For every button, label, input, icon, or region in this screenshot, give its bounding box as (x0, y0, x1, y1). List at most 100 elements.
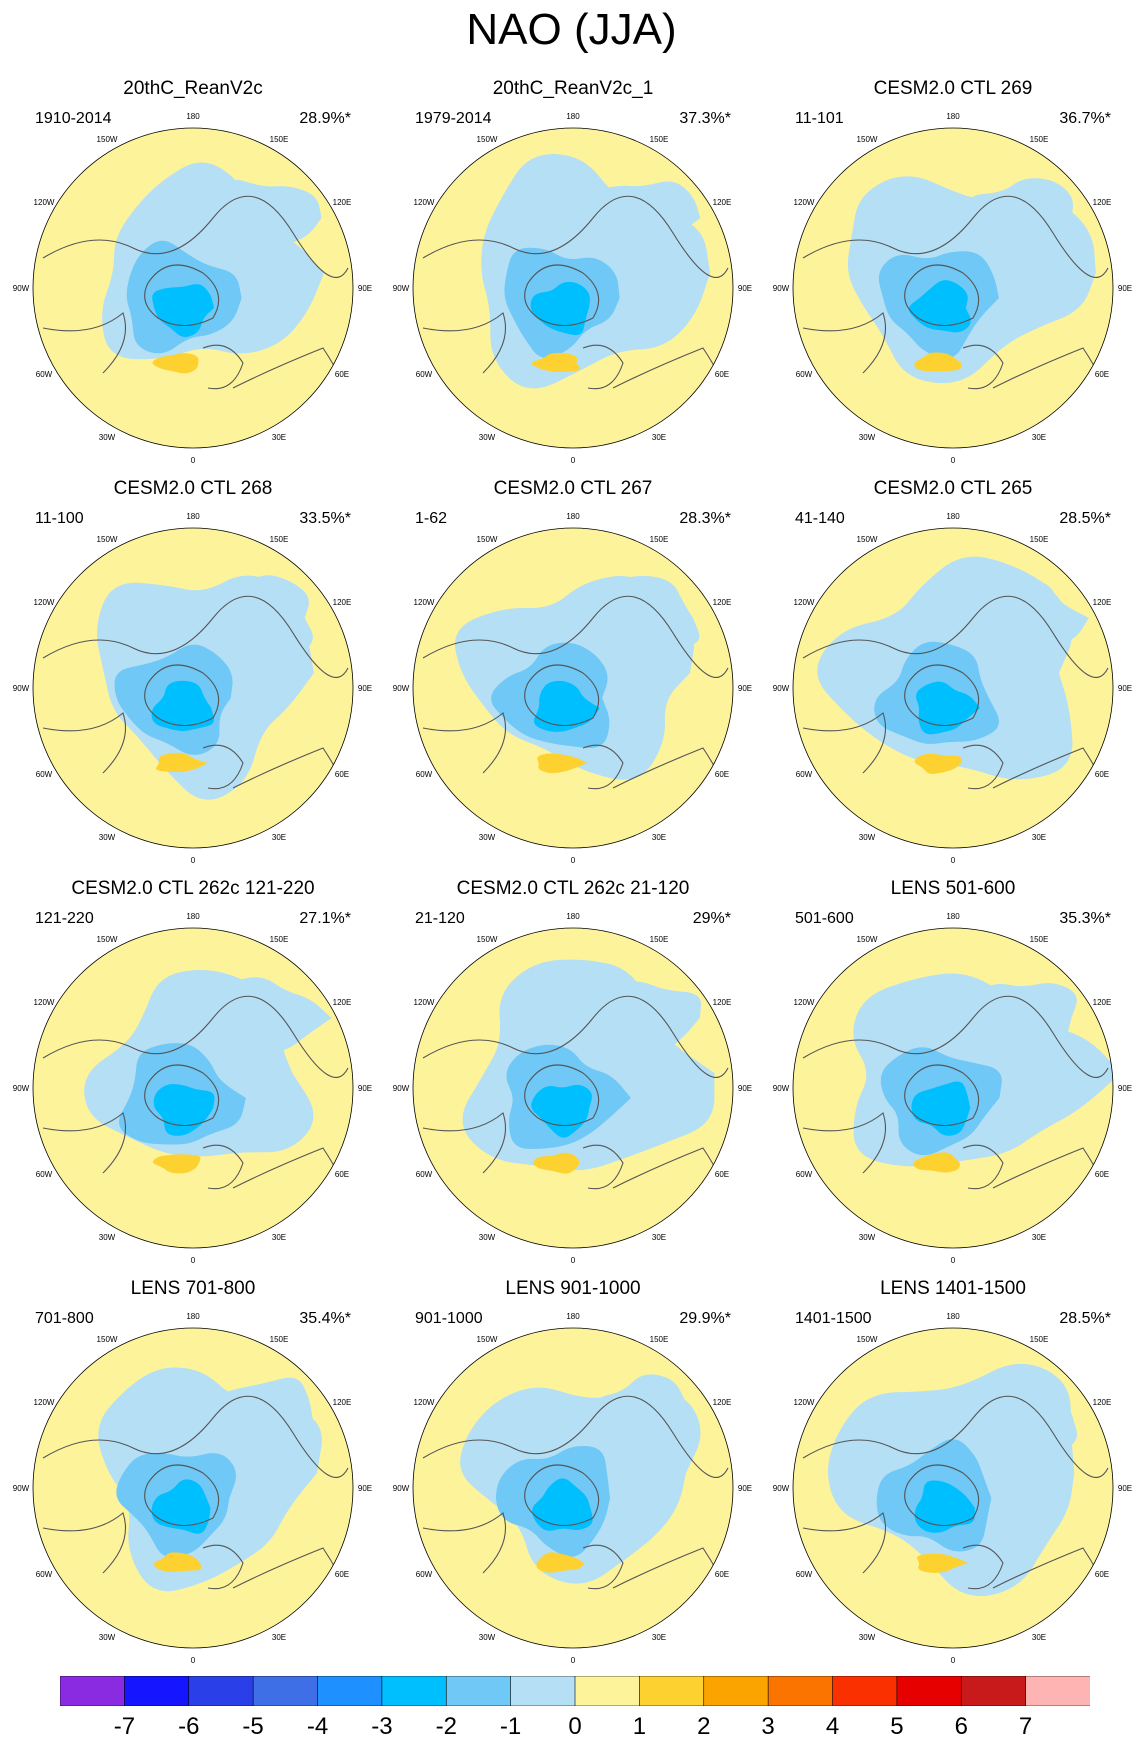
longitude-label: 60E (335, 770, 349, 779)
longitude-label: 60W (36, 1170, 53, 1179)
contour-pos1 (537, 753, 588, 774)
panel-period: 1401-1500 (795, 1310, 872, 1327)
coastline (42, 595, 353, 809)
longitude-label: 60E (1095, 770, 1109, 779)
longitude-label: 150E (650, 1335, 669, 1344)
longitude-label: 120W (34, 198, 55, 207)
panel-variance: 35.3%* (1059, 910, 1111, 927)
panel-title: CESM2.0 CTL 268 (113, 478, 273, 499)
panel-period: 11-101 (795, 110, 844, 127)
longitude-label: 150E (270, 1335, 289, 1344)
contour-pos1 (152, 353, 199, 374)
longitude-label: 30E (1032, 1633, 1046, 1642)
longitude-label: 150W (477, 535, 498, 544)
polar-map: 180 150E 120E 90E 60E 30E 0 30W 60W 90W 120W 150W (773, 512, 1132, 865)
colorbar-tick-label: 7 (1018, 1713, 1033, 1740)
contour-pos1 (153, 1552, 202, 1572)
panel-variance: 29.9%* (679, 1310, 731, 1327)
longitude-label: 90E (738, 284, 752, 293)
colorbar-swatch (639, 1675, 705, 1707)
map-panel: CESM2.0 CTL 267 1-62 28.3%* 180 150E 120E 90E 6… (383, 478, 763, 873)
longitude-label: 0 (571, 456, 576, 465)
map-panel: 20thC_ReanV2c_1 1979-2014 37.3%* 180 150E 120… (383, 78, 763, 473)
contour-neg1 (211, 179, 322, 264)
longitude-label: 150W (97, 935, 118, 944)
longitude-label: 120E (333, 598, 352, 607)
longitude-label: 150W (857, 135, 878, 144)
colorbar-tick-label: -7 (113, 1713, 136, 1740)
polar-map: 180 150E 120E 90E 60E 30E 0 30W 60W 90W 120W 150W (393, 512, 752, 865)
longitude-label: 120E (1093, 1398, 1112, 1407)
coastline (422, 995, 733, 1209)
colorbar-svg (59, 1675, 1091, 1707)
colorbar-swatch (703, 1675, 769, 1707)
longitude-label: 150W (857, 535, 878, 544)
colorbar-tick-label: -2 (435, 1713, 457, 1740)
contour-neg3 (916, 681, 980, 735)
longitude-label: 180 (566, 912, 580, 921)
longitude-label: 60E (715, 1570, 729, 1579)
longitude-label: 120W (414, 1398, 435, 1407)
polar-map: 180 150E 120E 90E 60E 30E 0 30W 60W 90W 120W 150W (13, 912, 372, 1265)
map-border (792, 1327, 1114, 1649)
longitude-label: 30E (652, 1633, 666, 1642)
longitude-label: 30E (272, 833, 286, 842)
colorbar-swatch (767, 1675, 834, 1707)
contour-neg3 (914, 1480, 975, 1533)
longitude-label: 30W (99, 833, 116, 842)
longitude-label: 120W (794, 198, 815, 207)
longitude-label: 180 (186, 112, 200, 121)
longitude-label: 180 (566, 112, 580, 121)
panel-variance: 33.5%* (299, 510, 351, 527)
map-panel: LENS 901-1000 901-1000 29.9%* 180 150E 120E 90… (383, 1278, 763, 1673)
longitude-label: 60E (335, 370, 349, 379)
longitude-label: 150W (857, 935, 878, 944)
contour-neg1 (585, 1374, 694, 1458)
polar-map: 180 150E 120E 90E 60E 30E 0 30W 60W 90W 120W 150W (393, 912, 752, 1265)
contour-pos1 (533, 1152, 580, 1174)
colorbar-tick-label: 3 (761, 1713, 775, 1740)
panel-variance: 37.3%* (679, 110, 731, 127)
contour-neg1 (214, 977, 332, 1059)
contour-neg3 (909, 280, 971, 333)
colorbar-tick-label: 1 (632, 1713, 647, 1740)
longitude-label: 120W (34, 998, 55, 1007)
coastline (422, 595, 733, 809)
longitude-label: 180 (186, 912, 200, 921)
longitude-label: 0 (571, 1656, 576, 1665)
longitude-label: 150W (857, 1335, 878, 1344)
panel-variance: 28.3%* (679, 510, 731, 527)
panel-variance: 35.4%* (299, 1310, 351, 1327)
longitude-label: 60W (796, 370, 813, 379)
longitude-label: 120E (713, 998, 732, 1007)
panel-title: CESM2.0 CTL 262c 121-220 (71, 878, 315, 899)
longitude-label: 150W (97, 135, 118, 144)
polar-map: 180 150E 120E 90E 60E 30E 0 30W 60W 90W 120W 150W (773, 1312, 1132, 1665)
map-panel: LENS 1401-1500 1401-1500 28.5%* 180 150E 120E… (763, 1278, 1143, 1673)
polar-map: 180 150E 120E 90E 60E 30E 0 30W 60W 90W 120W 150W (773, 912, 1132, 1265)
panel-title: LENS 1401-1500 (880, 1278, 1026, 1299)
longitude-label: 60E (715, 1170, 729, 1179)
longitude-label: 60W (796, 770, 813, 779)
colorbar-tick-label: -4 (306, 1713, 329, 1740)
map-panel: LENS 501-600 501-600 35.3%* 180 150E 120E 90E 6… (763, 878, 1143, 1273)
longitude-label: 90E (738, 684, 752, 693)
longitude-label: 120E (713, 198, 732, 207)
coastline (42, 995, 353, 1209)
longitude-label: 90W (393, 1084, 410, 1093)
longitude-label: 90E (738, 1084, 752, 1093)
longitude-label: 30E (1032, 833, 1046, 842)
longitude-label: 60W (796, 1170, 813, 1179)
panel-period: 11-100 (35, 510, 84, 527)
longitude-label: 60W (416, 770, 433, 779)
coastline (42, 195, 353, 409)
map-border (32, 1327, 354, 1649)
contour-pos1 (913, 1152, 960, 1173)
longitude-label: 120E (333, 998, 352, 1007)
longitude-label: 90W (393, 284, 410, 293)
longitude-label: 120W (34, 1398, 55, 1407)
colorbar-tick-label: -3 (371, 1713, 393, 1740)
panel-variance: 29%* (692, 910, 731, 927)
coastline (42, 1395, 353, 1609)
longitude-label: 30E (272, 1233, 286, 1242)
